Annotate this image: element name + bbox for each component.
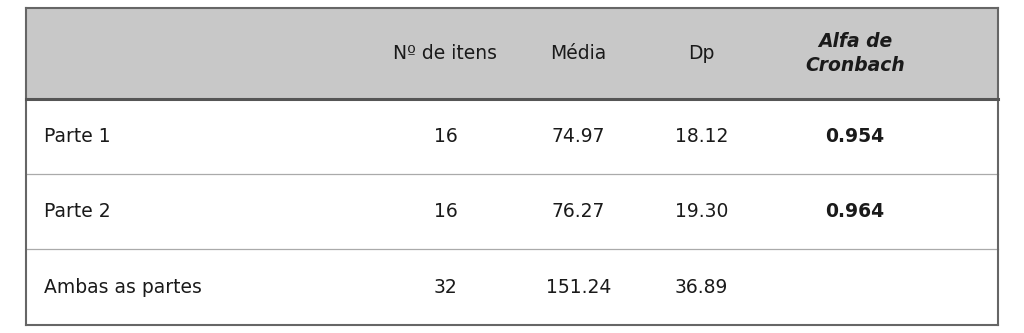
Bar bbox=[26, 8, 998, 99]
Text: 36.89: 36.89 bbox=[675, 278, 728, 297]
Text: 19.30: 19.30 bbox=[675, 202, 728, 221]
Text: 0.964: 0.964 bbox=[825, 202, 885, 221]
Text: Dp: Dp bbox=[688, 44, 715, 63]
Text: 76.27: 76.27 bbox=[552, 202, 605, 221]
Text: 0.954: 0.954 bbox=[825, 127, 885, 146]
Text: 16: 16 bbox=[433, 127, 458, 146]
Text: 16: 16 bbox=[433, 202, 458, 221]
Text: Ambas as partes: Ambas as partes bbox=[44, 278, 202, 297]
Text: Alfa de
Cronbach: Alfa de Cronbach bbox=[805, 33, 905, 75]
Text: 32: 32 bbox=[433, 278, 458, 297]
Text: Parte 1: Parte 1 bbox=[44, 127, 111, 146]
Text: 18.12: 18.12 bbox=[675, 127, 728, 146]
Text: Nº de itens: Nº de itens bbox=[393, 44, 498, 63]
Text: 151.24: 151.24 bbox=[546, 278, 611, 297]
Text: Média: Média bbox=[551, 44, 606, 63]
Text: Parte 2: Parte 2 bbox=[44, 202, 111, 221]
Text: 74.97: 74.97 bbox=[552, 127, 605, 146]
